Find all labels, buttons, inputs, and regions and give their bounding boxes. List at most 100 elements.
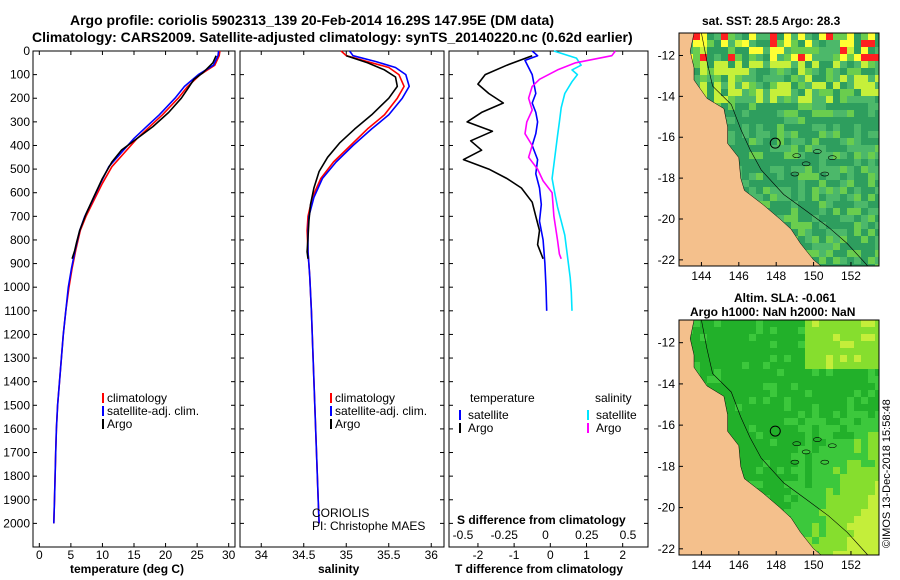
map-reef bbox=[827, 155, 837, 160]
map-cell bbox=[833, 194, 840, 201]
map-cell bbox=[819, 61, 826, 68]
map-cell bbox=[868, 425, 875, 432]
map-cell bbox=[833, 362, 840, 369]
map-cell bbox=[847, 362, 854, 369]
map-cell bbox=[819, 551, 826, 555]
map-cell bbox=[840, 481, 847, 488]
map-cell bbox=[868, 61, 875, 68]
map-cell bbox=[840, 54, 847, 61]
map-cell bbox=[833, 173, 840, 180]
map-cell bbox=[749, 320, 756, 327]
map-cell bbox=[861, 425, 868, 432]
map-cell bbox=[763, 152, 770, 159]
map-cell bbox=[763, 348, 770, 355]
map-cell bbox=[735, 425, 742, 432]
map-cell bbox=[749, 404, 756, 411]
map-cell bbox=[812, 110, 819, 117]
map-cell bbox=[777, 439, 784, 446]
map-cell bbox=[770, 488, 777, 495]
map-cell bbox=[805, 495, 812, 502]
map-cell bbox=[763, 439, 770, 446]
x-tick-label: 0 bbox=[36, 548, 43, 562]
map-cell bbox=[847, 152, 854, 159]
map-cell bbox=[847, 439, 854, 446]
map-cell bbox=[875, 103, 879, 110]
map-cell bbox=[819, 474, 826, 481]
map-cell bbox=[854, 439, 861, 446]
map-reef bbox=[801, 161, 811, 167]
map-cell bbox=[777, 362, 784, 369]
map-cell bbox=[819, 432, 826, 439]
map-cell bbox=[714, 61, 721, 68]
series-line-satellite-adj-clim- bbox=[53, 50, 220, 524]
map-cell bbox=[833, 103, 840, 110]
map-cell bbox=[840, 40, 847, 47]
map-cell bbox=[805, 502, 812, 509]
map-cell bbox=[826, 68, 833, 75]
map-cell bbox=[875, 544, 879, 551]
map-cell bbox=[854, 243, 861, 250]
map-cell bbox=[819, 96, 826, 103]
map-cell bbox=[693, 54, 700, 61]
map-cell bbox=[812, 173, 819, 180]
map-cell bbox=[833, 488, 840, 495]
map-cell bbox=[812, 47, 819, 54]
map-cell bbox=[840, 75, 847, 82]
map-cell bbox=[756, 96, 763, 103]
map-cell bbox=[791, 439, 798, 446]
map-cell bbox=[805, 334, 812, 341]
map-cell bbox=[833, 327, 840, 334]
map-cell bbox=[805, 166, 812, 173]
map-cell bbox=[826, 208, 833, 215]
map-cell bbox=[868, 481, 875, 488]
map-cell bbox=[770, 54, 777, 61]
map-cell bbox=[784, 439, 791, 446]
x-tick-label: 36 bbox=[425, 548, 439, 562]
map-cell bbox=[763, 117, 770, 124]
map-cell bbox=[812, 453, 819, 460]
map-cell bbox=[728, 397, 735, 404]
map-cell bbox=[826, 376, 833, 383]
map-cell bbox=[854, 488, 861, 495]
map-cell bbox=[868, 495, 875, 502]
map-cell bbox=[777, 159, 784, 166]
map-cell bbox=[854, 117, 861, 124]
map-cell bbox=[833, 376, 840, 383]
map-cell bbox=[826, 222, 833, 229]
map-cell bbox=[826, 138, 833, 145]
map-cell bbox=[791, 82, 798, 89]
map-cell bbox=[875, 383, 879, 390]
map-cell bbox=[749, 166, 756, 173]
map-frame bbox=[678, 32, 880, 267]
map-cell bbox=[833, 159, 840, 166]
map-cell bbox=[735, 411, 742, 418]
map-cell bbox=[826, 439, 833, 446]
map-cell bbox=[721, 369, 728, 376]
map-cell bbox=[735, 362, 742, 369]
map-y-tick-label: -22 bbox=[658, 253, 676, 267]
map-cell bbox=[819, 208, 826, 215]
map-cell bbox=[861, 201, 868, 208]
map-cell bbox=[868, 82, 875, 89]
map-cell bbox=[847, 530, 854, 537]
map-cell bbox=[854, 145, 861, 152]
map-cell bbox=[756, 397, 763, 404]
map-cell bbox=[700, 33, 707, 40]
map-cell bbox=[868, 103, 875, 110]
map-cell bbox=[812, 383, 819, 390]
map-cell bbox=[847, 236, 854, 243]
map-cell bbox=[819, 488, 826, 495]
map-cell bbox=[742, 418, 749, 425]
map-cell bbox=[770, 89, 777, 96]
x-tick-label: -2 bbox=[473, 548, 484, 562]
map-cell bbox=[854, 467, 861, 474]
map-cell bbox=[840, 327, 847, 334]
map-cell bbox=[819, 495, 826, 502]
map-cell bbox=[840, 96, 847, 103]
legend-label: satellite-adj. clim. bbox=[107, 404, 199, 418]
map-cell bbox=[756, 418, 763, 425]
map-cell bbox=[868, 180, 875, 187]
map-cell bbox=[847, 117, 854, 124]
map-cell bbox=[861, 82, 868, 89]
map-cell bbox=[735, 61, 742, 68]
